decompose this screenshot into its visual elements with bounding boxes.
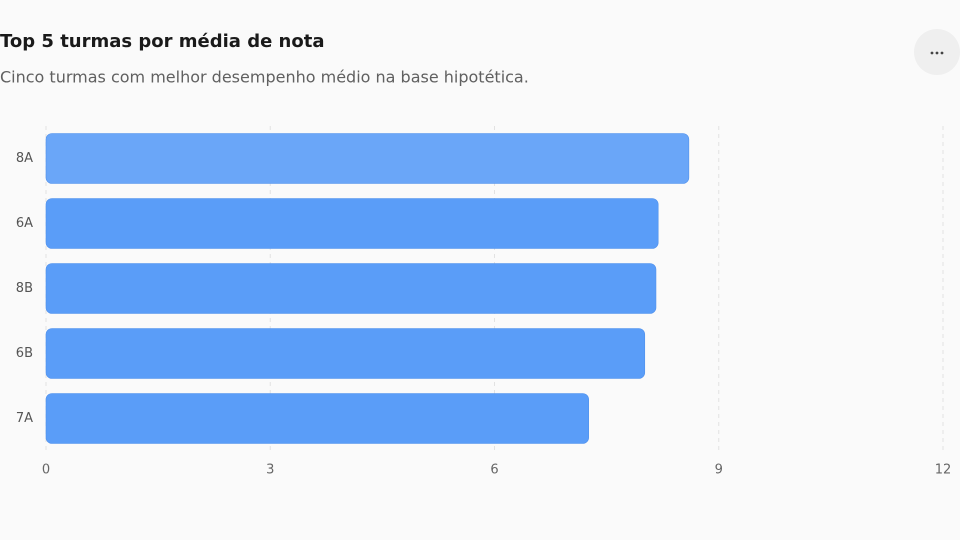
bar bbox=[45, 263, 657, 314]
x-tick-label: 12 bbox=[935, 463, 952, 478]
menu-dot bbox=[935, 51, 939, 55]
y-tick-label: 7A bbox=[16, 411, 33, 426]
menu-button[interactable] bbox=[914, 29, 960, 75]
menu-dot bbox=[940, 51, 944, 55]
y-tick-label: 6A bbox=[16, 216, 33, 231]
bar bbox=[45, 328, 646, 379]
y-tick-label: 6B bbox=[16, 346, 33, 361]
x-tick-label: 6 bbox=[490, 463, 498, 478]
chart-subtitle: Cinco turmas com melhor desempenho médio… bbox=[0, 68, 529, 87]
y-tick-label: 8B bbox=[16, 281, 33, 296]
bar bbox=[45, 198, 659, 249]
x-tick-label: 0 bbox=[42, 463, 50, 478]
y-tick-label: 8A bbox=[16, 151, 33, 166]
x-tick-label: 3 bbox=[266, 463, 274, 478]
menu-dot bbox=[930, 51, 934, 55]
chart-title: Top 5 turmas por média de nota bbox=[0, 31, 325, 52]
bar bbox=[45, 393, 589, 444]
bar bbox=[45, 133, 690, 184]
x-tick-label: 9 bbox=[715, 463, 723, 478]
